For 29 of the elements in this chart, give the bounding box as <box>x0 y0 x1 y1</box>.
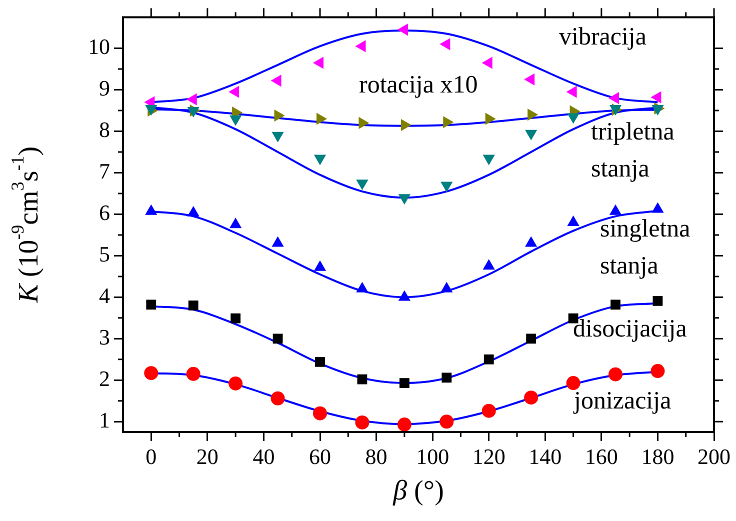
x-tick-label: 20 <box>196 444 218 469</box>
y-tick-label: 10 <box>88 34 110 60</box>
y-tick-label: 3 <box>99 324 110 350</box>
annotation: singletna stanja <box>600 216 690 280</box>
y-tick-label: 7 <box>99 158 110 184</box>
annotation: disocijacija <box>573 316 687 343</box>
x-tick-label: 60 <box>309 444 331 469</box>
annotation: jonizacija <box>573 388 672 415</box>
y-tick-label: 8 <box>99 117 110 142</box>
y-tick-label: 6 <box>99 200 110 226</box>
y-tick-label: 2 <box>99 366 110 391</box>
x-tick-label: 0 <box>146 444 157 469</box>
x-tick-label: 80 <box>365 444 388 469</box>
annotation: tripletna stanja <box>591 118 674 183</box>
x-tick-label: 120 <box>472 444 506 469</box>
x-tick-label: 160 <box>584 444 618 469</box>
x-tick-label: 40 <box>252 444 275 469</box>
y-tick-label: 5 <box>99 241 110 266</box>
y-tick-label: 9 <box>99 76 110 101</box>
annotation: rotacija x10 <box>359 72 478 99</box>
y-tick-label: 4 <box>99 282 110 308</box>
x-tick-label: 100 <box>416 444 450 469</box>
y-tick-label: 1 <box>99 407 110 432</box>
annotation: vibracija <box>559 24 646 51</box>
x-axis-title: β (°) <box>392 475 444 506</box>
y-axis-title: K (10-9cm3s-1) <box>8 146 44 304</box>
x-tick-label: 180 <box>641 444 674 469</box>
x-tick-label: 140 <box>528 444 562 469</box>
x-tick-label: 200 <box>698 444 730 469</box>
